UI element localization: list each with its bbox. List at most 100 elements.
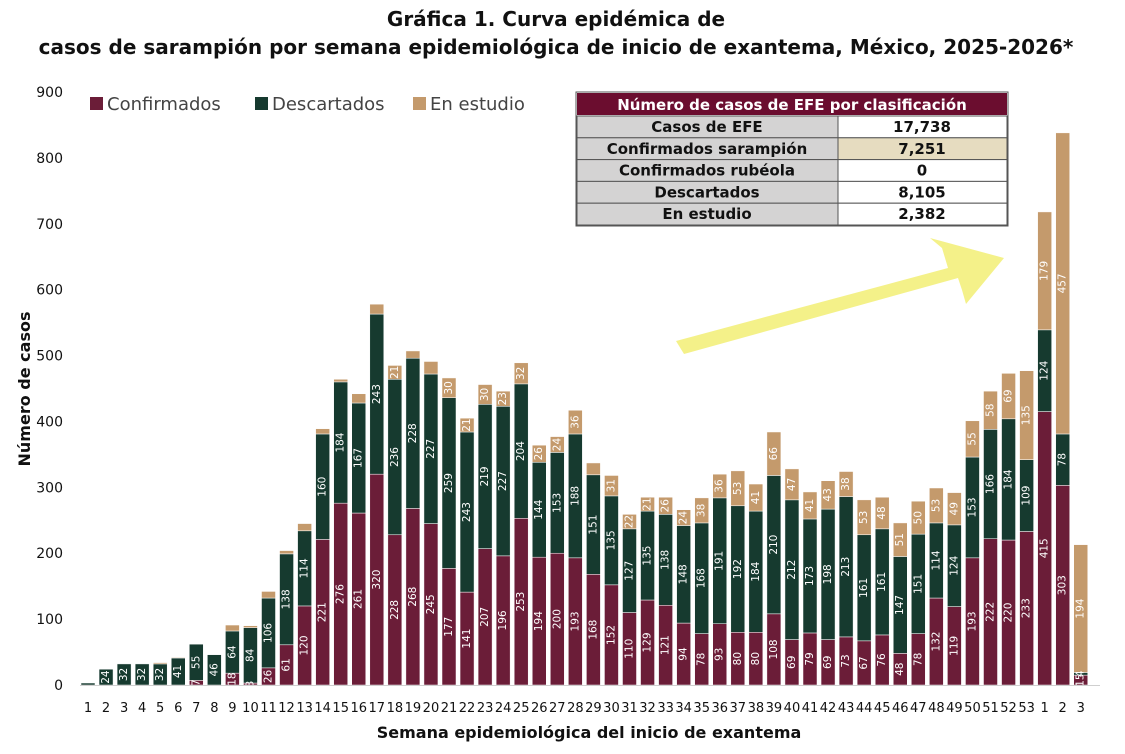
data-label: 41	[172, 665, 184, 678]
bar-segment-en-estudio	[387, 365, 403, 380]
x-tick-label: 25	[513, 701, 530, 716]
data-label: 30	[443, 381, 455, 394]
data-label: 47	[786, 478, 798, 491]
bar-segment-en-estudio	[225, 624, 240, 632]
x-tick-label: 8	[210, 701, 218, 716]
x-tick-label: 52	[1000, 701, 1017, 716]
data-label: 32	[154, 668, 166, 681]
bar-segment-en-estudio	[802, 491, 818, 520]
bar-segment-en-estudio	[983, 390, 998, 430]
data-label: 192	[732, 559, 744, 579]
data-label: 69	[822, 656, 834, 669]
y-axis: 0 100 200 300 400 500 600 700 800 900	[36, 85, 63, 694]
x-axis-label: Semana epidemiológica del inicio de exan…	[377, 723, 802, 742]
data-label: 32	[136, 668, 148, 681]
table-row-value: 0	[917, 162, 927, 180]
x-tick-label: 13	[296, 701, 313, 716]
legend-swatch-en-estudio	[413, 97, 426, 110]
data-label: 76	[876, 653, 888, 667]
data-label: 78	[912, 653, 924, 666]
data-label: 184	[1003, 469, 1015, 489]
x-tick-label: 1	[84, 701, 92, 716]
bar-segment-en-estudio	[694, 497, 709, 524]
x-tick-label: 2	[102, 701, 110, 716]
data-label: 144	[533, 499, 545, 519]
data-label: 245	[425, 594, 437, 614]
x-tick-label: 53	[1018, 701, 1035, 716]
data-label: 188	[569, 486, 581, 506]
bar-segment-en-estudio	[550, 436, 565, 453]
x-tick-label: 50	[964, 701, 981, 716]
bar-segment-en-estudio	[423, 361, 439, 375]
data-label: 26	[533, 447, 545, 461]
x-tick-label: 51	[982, 701, 999, 716]
bar-segment-en-estudio	[748, 483, 764, 512]
data-label: 259	[443, 473, 455, 493]
y-axis-label: Número de casos	[15, 312, 34, 467]
chart-title: Gráfica 1. Curva epidémica de	[387, 7, 725, 31]
data-label: 4	[1075, 670, 1087, 677]
x-tick-label: 10	[242, 701, 259, 716]
x-tick-label: 26	[531, 701, 548, 716]
bar-segment-en-estudio	[911, 500, 926, 535]
data-label: 147	[894, 595, 906, 615]
x-tick-label: 11	[260, 701, 277, 716]
data-label: 179	[1039, 261, 1051, 281]
data-label: 276	[335, 584, 347, 604]
x-tick-label: 17	[369, 701, 386, 716]
x-tick-label: 28	[567, 701, 584, 716]
y-tick-label: 500	[36, 349, 63, 365]
bar-segment-en-estudio	[604, 475, 619, 497]
data-label: 48	[876, 506, 888, 519]
data-label: 84	[244, 648, 256, 662]
x-tick-label: 19	[405, 701, 422, 716]
data-label: 135	[642, 546, 654, 566]
data-label: 222	[985, 602, 997, 622]
x-tick-label: 4	[138, 701, 146, 716]
bar-segment-en-estudio	[893, 522, 908, 557]
x-tick-label: 45	[874, 701, 891, 716]
data-label: 55	[966, 432, 978, 445]
data-label: 243	[371, 384, 383, 404]
data-label: 41	[804, 499, 816, 512]
data-label: 148	[678, 564, 690, 584]
bar-segment-en-estudio	[297, 523, 312, 532]
x-tick-label: 7	[192, 701, 200, 716]
data-label: 26	[660, 499, 672, 513]
data-label: 38	[840, 477, 852, 490]
data-label: 49	[948, 502, 960, 515]
data-label: 18	[226, 672, 238, 685]
data-label: 129	[642, 632, 654, 652]
data-label: 80	[732, 652, 744, 665]
data-label: 114	[299, 558, 311, 578]
data-label: 38	[696, 504, 708, 517]
bar-segment-en-estudio	[766, 431, 782, 476]
x-tick-label: 5	[156, 701, 164, 716]
data-label: 153	[551, 493, 563, 513]
x-tick-label: 27	[549, 701, 566, 716]
data-label: 31	[605, 479, 617, 492]
data-label: 66	[768, 447, 780, 461]
data-label: 67	[858, 656, 870, 669]
bar-segment-en-estudio	[1001, 373, 1016, 420]
data-label: 53	[858, 511, 870, 524]
data-label: 227	[425, 439, 437, 459]
bar-segment-en-estudio	[1037, 211, 1052, 331]
bar-segment-en-estudio	[243, 625, 258, 628]
data-label: 106	[263, 623, 275, 643]
bar-segment-en-estudio	[1019, 370, 1034, 460]
bar-segment-en-estudio	[658, 496, 673, 515]
table-header: Número de casos de EFE por clasificación	[617, 96, 967, 114]
data-label: 253	[515, 592, 527, 612]
legend-swatch-descartados	[255, 97, 268, 110]
data-label: 193	[966, 611, 978, 631]
data-label: 124	[1039, 360, 1051, 380]
y-tick-label: 100	[36, 612, 63, 628]
data-label: 32	[515, 367, 527, 380]
x-tick-label: 38	[748, 701, 765, 716]
data-label: 61	[281, 658, 293, 671]
y-tick-label: 600	[36, 283, 63, 299]
data-label: 24	[551, 438, 563, 452]
data-label: 168	[587, 620, 599, 640]
bar-segment-en-estudio	[856, 499, 872, 536]
